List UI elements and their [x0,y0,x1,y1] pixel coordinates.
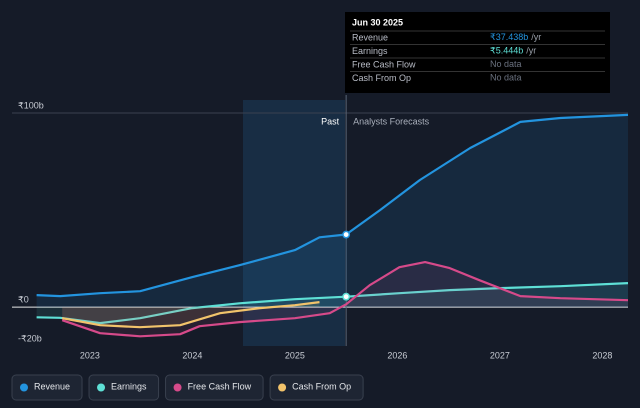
x-tick-label: 2028 [592,350,612,360]
hover-point [342,230,351,239]
x-tick-label: 2025 [285,350,305,360]
tooltip-value: ₹37.438b/yr [490,32,541,42]
tooltip-unit: /yr [526,46,536,56]
series-area [36,283,629,324]
tooltip-name: Earnings [352,46,388,56]
forecast-label: Analysts Forecasts [353,116,430,126]
legend-label: Cash From Op [292,381,351,391]
x-tick-label: 2024 [182,350,202,360]
legend-label: Earnings [111,381,147,391]
tooltip-value: No data [490,73,522,83]
series-line [36,113,629,298]
legend-item[interactable]: Cash From Op [269,374,364,401]
legend-label: Free Cash Flow [188,381,252,391]
x-tick-label: 2026 [387,350,407,360]
tooltip-value-text: No data [490,59,522,69]
legend-button [269,374,364,401]
tooltip-value: No data [490,59,522,69]
legend-item[interactable]: Free Cash Flow [165,374,264,401]
series-line [62,301,320,329]
legend-swatch [20,383,28,392]
tooltip-name: Revenue [352,32,388,42]
y-tick-label: -₹20b [18,333,42,343]
tooltip-value: ₹5.444b/yr [490,46,536,56]
tooltip-unit: /yr [531,32,541,42]
tooltip-name: Free Cash Flow [352,59,416,69]
legend-swatch [97,383,106,392]
legend-button [11,374,83,401]
y-tick-label: ₹0 [18,295,29,305]
hover-point [342,292,351,301]
tooltip-name: Cash From Op [352,73,411,83]
tooltip: Jun 30 2025 Revenue ₹37.438b/yr Earnings ₹5… [345,12,610,93]
tooltip-box [345,12,610,93]
plot: -₹20b ₹0 ₹100b 2023 2024 2025 2026 2027 2028 Past… [12,95,629,360]
tooltip-date: Jun 30 2025 [352,17,403,27]
tooltip-value-text: ₹5.444b [490,46,523,56]
legend-button [165,374,264,401]
series-line [61,261,629,338]
legend-label: Revenue [34,381,70,391]
legend-item[interactable]: Revenue [11,374,83,401]
y-tick-label: ₹100b [18,100,44,110]
tooltip-value-text: ₹37.438b [490,32,528,42]
x-tick-label: 2027 [490,350,510,360]
legend-button [88,374,160,401]
x-tick-label: 2023 [80,350,100,360]
tooltip-value-text: No data [490,73,522,83]
legend: Revenue Earnings Free Cash Flow Cash From O… [11,374,364,401]
past-label: Past [321,116,340,126]
legend-item[interactable]: Earnings [88,374,160,401]
legend-swatch [278,383,287,392]
legend-swatch [173,383,182,392]
series-area [36,114,629,308]
